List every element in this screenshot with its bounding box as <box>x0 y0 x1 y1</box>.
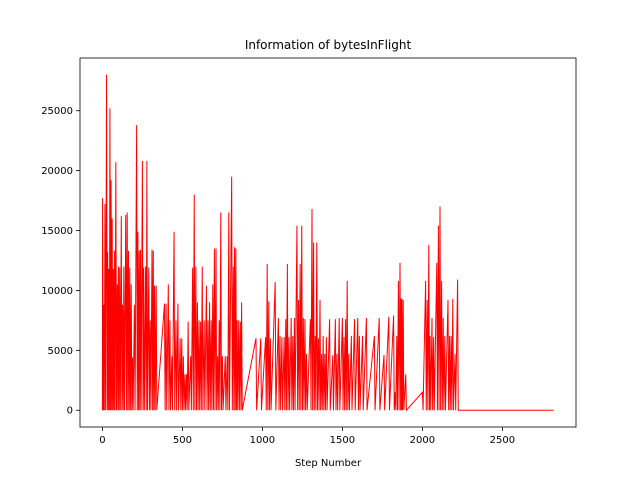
chart-title: Information of bytesInFlight <box>245 38 412 52</box>
x-tick-label: 1500 <box>330 435 355 446</box>
y-tick-label: 15000 <box>41 226 73 237</box>
x-tick-label: 2500 <box>490 435 515 446</box>
axes-frame <box>79 57 577 428</box>
series-line-0 <box>101 74 554 412</box>
y-tick-label: 0 <box>67 406 73 417</box>
plot-area <box>101 74 554 412</box>
y-tick-label: 5000 <box>48 346 73 357</box>
y-axis: 0 5000 10000 15000 20000 25000 <box>41 106 80 417</box>
y-tick-label: 25000 <box>41 106 73 117</box>
y-tick-label: 10000 <box>41 286 73 297</box>
x-tick-label: 2000 <box>410 435 435 446</box>
y-tick-label: 20000 <box>41 166 73 177</box>
x-tick-label: 0 <box>99 435 105 446</box>
x-axis-label: Step Number <box>295 458 362 469</box>
x-axis: 0 500 1000 1500 2000 2500 <box>99 427 515 446</box>
x-tick-label: 1000 <box>250 435 275 446</box>
x-tick-label: 500 <box>173 435 192 446</box>
